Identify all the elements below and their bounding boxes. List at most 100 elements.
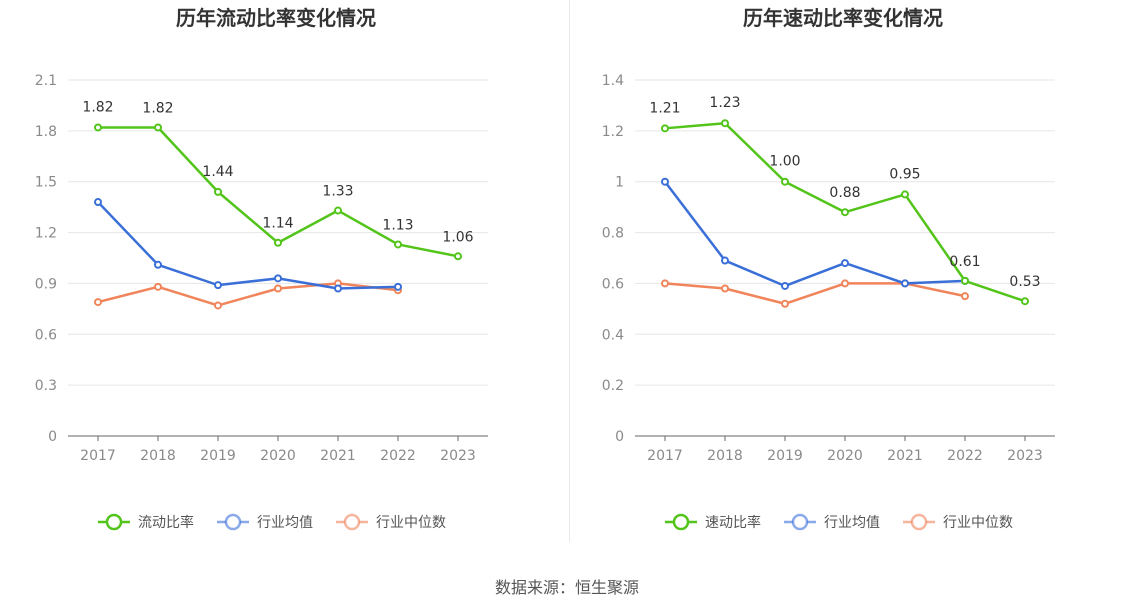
x-tick-label: 2023 — [1007, 448, 1043, 464]
data-point — [661, 279, 669, 288]
x-tick-label: 2023 — [440, 448, 476, 464]
x-tick-label: 2020 — [827, 448, 863, 464]
y-tick-label: 1.8 — [35, 124, 57, 140]
data-label: 0.53 — [1009, 274, 1040, 290]
data-point — [274, 238, 282, 247]
y-tick-label: 0.6 — [35, 327, 57, 343]
data-source: 数据来源：恒生聚源 — [494, 578, 639, 597]
y-tick-label: 0.4 — [602, 327, 624, 343]
data-point — [841, 279, 849, 288]
data-label: 1.82 — [82, 99, 113, 115]
x-tick-label: 2022 — [947, 448, 983, 464]
legend-marker — [910, 513, 928, 531]
y-tick-label: 1.4 — [602, 73, 624, 89]
data-label: 0.61 — [949, 254, 980, 270]
series-line — [97, 282, 399, 307]
legend-marker — [343, 513, 361, 531]
data-point — [274, 274, 282, 283]
x-tick-label: 2022 — [380, 448, 416, 464]
data-label: 0.95 — [889, 166, 920, 182]
x-tick-label: 2019 — [767, 448, 803, 464]
legend-label: 行业均值 — [257, 515, 313, 531]
legend-label: 行业中位数 — [943, 515, 1013, 531]
y-tick-label: 2.1 — [35, 73, 57, 89]
data-point — [154, 123, 162, 132]
data-label: 1.14 — [262, 216, 293, 232]
y-tick-label: 0 — [48, 429, 57, 445]
data-point — [154, 282, 162, 291]
chart-divider — [569, 0, 570, 542]
quick-ratio-chart: 历年速动比率变化情况 0 0.2 0.4 0.6 0.8 1 1.2 1.4 2017 2018 20… — [602, 6, 1055, 531]
data-point — [841, 208, 849, 217]
data-point — [721, 256, 729, 265]
data-point — [454, 252, 462, 261]
data-point — [274, 284, 282, 293]
data-label: 1.21 — [649, 100, 680, 116]
y-tick-label: 1.5 — [35, 175, 57, 191]
data-point — [661, 177, 669, 186]
x-tick-label: 2017 — [80, 448, 116, 464]
data-point — [841, 259, 849, 268]
legend-marker — [105, 513, 123, 531]
series-line — [664, 180, 966, 288]
legend-label: 速动比率 — [705, 514, 761, 531]
data-point — [394, 282, 402, 291]
legend-item[interactable]: 速动比率 — [665, 513, 761, 531]
x-tick-label: 2021 — [320, 448, 356, 464]
x-tick-label: 2017 — [647, 448, 683, 464]
data-point — [901, 279, 909, 288]
legend-marker — [791, 513, 809, 531]
data-point — [214, 281, 222, 290]
data-point — [721, 284, 729, 293]
data-point — [154, 260, 162, 269]
legend-marker — [224, 513, 242, 531]
y-tick-label: 1 — [615, 175, 624, 191]
data-point — [781, 299, 789, 308]
legend-item[interactable]: 行业中位数 — [903, 513, 1013, 531]
data-point — [334, 284, 342, 293]
data-label: 1.82 — [142, 100, 173, 116]
data-label: 1.06 — [442, 229, 473, 245]
y-tick-label: 0.6 — [602, 276, 624, 292]
series-line — [97, 201, 399, 290]
y-tick-label: 1.2 — [602, 124, 624, 140]
y-tick-label: 0.2 — [602, 378, 624, 394]
data-point — [394, 240, 402, 249]
data-label: 1.23 — [709, 95, 740, 111]
x-tick-label: 2020 — [260, 448, 296, 464]
legend-item[interactable]: 行业均值 — [784, 513, 880, 531]
data-point — [961, 276, 969, 285]
data-label: 1.13 — [382, 217, 413, 233]
legend-marker — [672, 513, 690, 531]
legend-label: 行业中位数 — [376, 515, 446, 531]
legend-item[interactable]: 行业均值 — [217, 513, 313, 531]
data-point — [961, 292, 969, 301]
chart-title: 历年流动比率变化情况 — [176, 6, 376, 30]
series-line — [664, 282, 966, 306]
data-point — [94, 298, 102, 307]
x-tick-label: 2021 — [887, 448, 923, 464]
data-label: 0.88 — [829, 185, 860, 201]
y-tick-label: 0.8 — [602, 226, 624, 242]
data-point — [721, 119, 729, 128]
chart-title: 历年速动比率变化情况 — [743, 6, 943, 30]
data-point — [94, 198, 102, 207]
data-label: 1.44 — [202, 164, 233, 180]
data-point — [214, 301, 222, 310]
current-ratio-chart: 历年流动比率变化情况 0 0.3 0.6 0.9 1.2 1.5 1.8 2.1 2017 2018… — [35, 6, 488, 531]
data-point — [901, 190, 909, 199]
x-tick-label: 2018 — [707, 448, 743, 464]
y-tick-label: 0 — [615, 429, 624, 445]
legend-label: 流动比率 — [138, 514, 194, 531]
data-point — [334, 206, 342, 215]
data-point — [214, 187, 222, 196]
series-line — [98, 126, 459, 258]
data-label: 1.33 — [322, 184, 353, 200]
x-tick-label: 2019 — [200, 448, 236, 464]
y-tick-label: 0.9 — [35, 276, 57, 292]
x-tick-label: 2018 — [140, 448, 176, 464]
legend-item[interactable]: 行业中位数 — [336, 513, 446, 531]
y-tick-label: 0.3 — [35, 378, 57, 394]
data-point — [94, 123, 102, 132]
legend-item[interactable]: 流动比率 — [98, 513, 194, 531]
